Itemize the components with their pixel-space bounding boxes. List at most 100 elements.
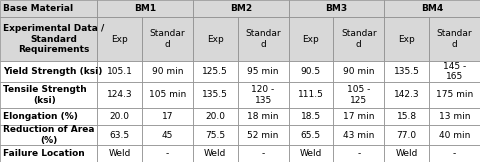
Text: Weld: Weld <box>108 149 131 158</box>
Text: 17 min: 17 min <box>343 112 374 121</box>
Text: 15.8: 15.8 <box>396 112 417 121</box>
Text: 105.1: 105.1 <box>107 67 132 76</box>
Bar <box>0 82 97 108</box>
Bar <box>97 108 142 125</box>
Bar <box>429 108 480 125</box>
Text: 111.5: 111.5 <box>298 90 324 99</box>
Bar <box>193 61 238 82</box>
Bar <box>288 61 333 82</box>
Bar <box>142 108 193 125</box>
Text: 20.0: 20.0 <box>205 112 225 121</box>
Text: BM2: BM2 <box>230 4 252 13</box>
Bar <box>238 61 288 82</box>
Text: Standar
d: Standar d <box>150 29 185 49</box>
Text: 20.0: 20.0 <box>109 112 130 121</box>
Bar <box>288 17 333 61</box>
Text: Standar
d: Standar d <box>437 29 472 49</box>
Text: 17: 17 <box>162 112 173 121</box>
Bar <box>97 0 193 17</box>
Bar <box>384 145 429 162</box>
Text: 90 min: 90 min <box>152 67 183 76</box>
Bar <box>429 61 480 82</box>
Bar <box>333 82 384 108</box>
Bar <box>429 145 480 162</box>
Text: 63.5: 63.5 <box>109 131 130 139</box>
Bar <box>288 0 384 17</box>
Bar <box>97 125 142 145</box>
Bar <box>97 61 142 82</box>
Text: 175 min: 175 min <box>436 90 473 99</box>
Bar <box>384 17 429 61</box>
Text: 142.3: 142.3 <box>394 90 420 99</box>
Text: -: - <box>357 149 360 158</box>
Text: 120 -
135: 120 - 135 <box>252 85 275 105</box>
Bar <box>333 17 384 61</box>
Text: 135.5: 135.5 <box>203 90 228 99</box>
Text: 90 min: 90 min <box>343 67 374 76</box>
Bar <box>0 145 97 162</box>
Text: 95 min: 95 min <box>247 67 279 76</box>
Text: BM4: BM4 <box>421 4 444 13</box>
Bar <box>97 82 142 108</box>
Bar <box>288 108 333 125</box>
Bar <box>193 82 238 108</box>
Text: 135.5: 135.5 <box>394 67 420 76</box>
Text: Base Material: Base Material <box>3 4 73 13</box>
Text: -: - <box>166 149 169 158</box>
Text: 145 -
165: 145 - 165 <box>443 62 466 81</box>
Text: 43 min: 43 min <box>343 131 374 139</box>
Bar <box>193 125 238 145</box>
Text: BM3: BM3 <box>325 4 348 13</box>
Text: 90.5: 90.5 <box>301 67 321 76</box>
Text: 75.5: 75.5 <box>205 131 225 139</box>
Text: Weld: Weld <box>396 149 418 158</box>
Text: 52 min: 52 min <box>247 131 279 139</box>
Bar <box>142 125 193 145</box>
Bar <box>333 125 384 145</box>
Text: Failure Location: Failure Location <box>3 149 85 158</box>
Bar <box>429 17 480 61</box>
Text: BM1: BM1 <box>134 4 156 13</box>
Text: 18 min: 18 min <box>247 112 279 121</box>
Bar <box>97 145 142 162</box>
Bar <box>384 61 429 82</box>
Text: 105 min: 105 min <box>149 90 186 99</box>
Text: 125.5: 125.5 <box>203 67 228 76</box>
Bar <box>238 145 288 162</box>
Bar <box>142 82 193 108</box>
Text: Standar
d: Standar d <box>341 29 377 49</box>
Bar <box>238 108 288 125</box>
Bar <box>429 125 480 145</box>
Bar <box>193 108 238 125</box>
Bar <box>384 0 480 17</box>
Text: 65.5: 65.5 <box>301 131 321 139</box>
Text: 77.0: 77.0 <box>396 131 417 139</box>
Text: -: - <box>262 149 264 158</box>
Text: Experimental Data /
Standard
Requirements: Experimental Data / Standard Requirement… <box>3 24 104 54</box>
Text: -: - <box>453 149 456 158</box>
Bar <box>384 82 429 108</box>
Bar <box>238 125 288 145</box>
Text: Weld: Weld <box>300 149 322 158</box>
Bar <box>333 108 384 125</box>
Text: Exp: Exp <box>302 35 319 44</box>
Bar <box>0 125 97 145</box>
Text: 13 min: 13 min <box>439 112 470 121</box>
Text: 124.3: 124.3 <box>107 90 132 99</box>
Bar <box>384 108 429 125</box>
Bar <box>429 82 480 108</box>
Bar <box>238 82 288 108</box>
Bar <box>97 17 142 61</box>
Bar <box>238 17 288 61</box>
Bar <box>288 125 333 145</box>
Text: Exp: Exp <box>111 35 128 44</box>
Bar <box>0 17 97 61</box>
Text: Tensile Strength
(ksi): Tensile Strength (ksi) <box>3 85 87 105</box>
Bar <box>0 108 97 125</box>
Bar <box>142 17 193 61</box>
Text: 18.5: 18.5 <box>301 112 321 121</box>
Text: Exp: Exp <box>207 35 224 44</box>
Bar <box>193 0 288 17</box>
Bar <box>333 145 384 162</box>
Text: 45: 45 <box>162 131 173 139</box>
